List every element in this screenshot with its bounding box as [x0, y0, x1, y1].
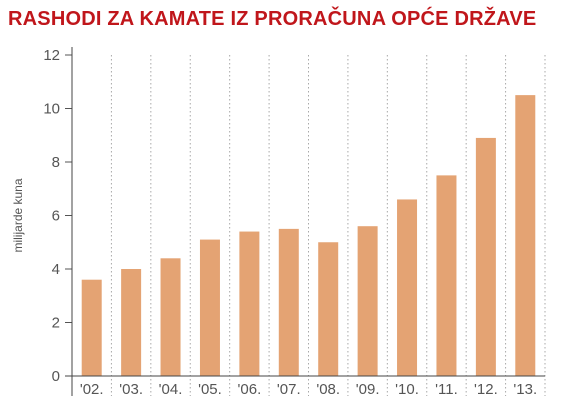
x-tick-label: '10. — [395, 381, 419, 398]
x-tick-label: '12. — [474, 381, 498, 398]
y-tick-label: 10 — [43, 101, 60, 118]
x-tick-label: '05. — [198, 381, 222, 398]
chart-axes — [65, 47, 545, 396]
y-tick-label: 6 — [52, 208, 60, 225]
bar — [278, 228, 299, 376]
bar — [199, 239, 220, 376]
x-tick-labels: '02. '03. '04. '05. '06. '07. '08. '09. '10. '11.… — [80, 381, 537, 398]
bar — [81, 279, 102, 376]
y-tick-labels: 0 2 4 6 8 10 12 — [43, 47, 60, 385]
x-tick-label: '03. — [119, 381, 143, 398]
y-axis-label: milijarde kuna — [11, 178, 25, 252]
x-tick-label: '08. — [316, 381, 340, 398]
bar — [475, 137, 496, 376]
chart-title: RASHODI ZA KAMATE IZ PRORAČUNA OPĆE DRŽA… — [8, 8, 537, 30]
y-tick-label: 12 — [43, 47, 60, 64]
bar — [436, 175, 457, 376]
chart-bars — [81, 95, 536, 376]
y-tick-label: 4 — [52, 261, 60, 278]
bar — [515, 95, 536, 376]
y-tick-label: 2 — [52, 315, 60, 332]
bar — [160, 258, 181, 376]
bar — [318, 242, 339, 376]
bar — [239, 231, 260, 376]
x-tick-label: '11. — [435, 381, 458, 398]
y-tick-label: 0 — [52, 368, 60, 385]
bar — [397, 199, 418, 376]
x-tick-label: '13. — [513, 381, 537, 398]
chart-grid — [110, 55, 546, 396]
x-tick-label: '02. — [80, 381, 104, 398]
y-tick-label: 8 — [52, 154, 60, 171]
x-tick-label: '09. — [356, 381, 380, 398]
x-tick-label: '07. — [277, 381, 301, 398]
bar — [121, 269, 142, 376]
bar — [357, 226, 378, 376]
x-tick-label: '06. — [238, 381, 262, 398]
x-tick-label: '04. — [159, 381, 183, 398]
